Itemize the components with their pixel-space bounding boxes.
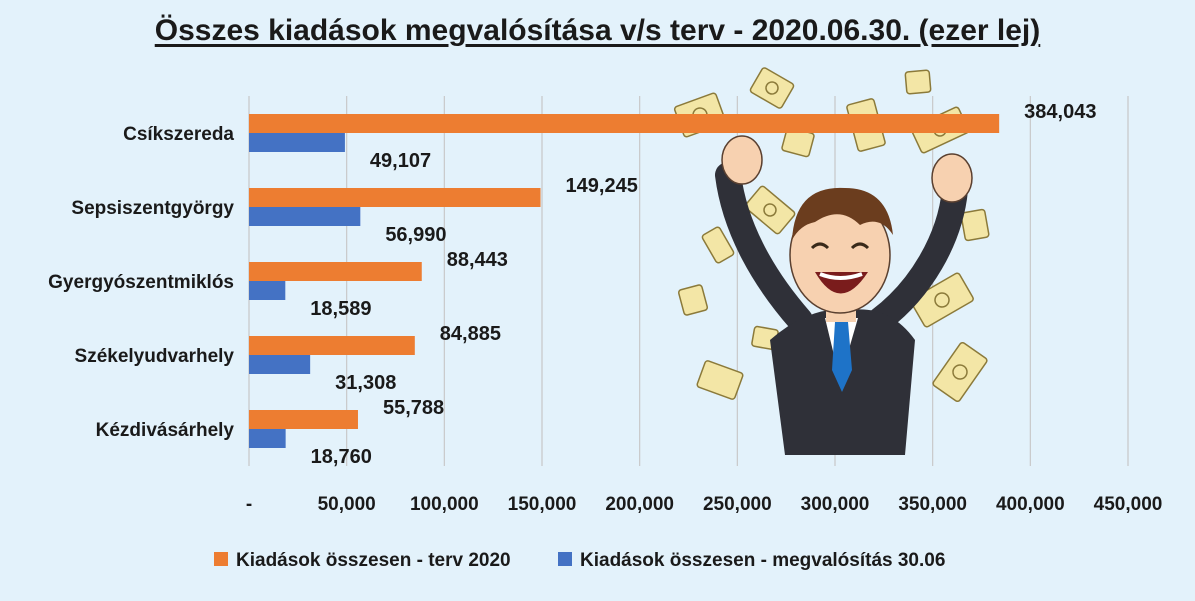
x-tick-label: 200,000	[605, 494, 674, 515]
data-label: 56,990	[385, 224, 446, 246]
data-label: 88,443	[447, 249, 508, 271]
money-bill-icon	[677, 284, 709, 316]
category-label: Csíkszereda	[123, 124, 234, 145]
money-bill-icon	[744, 185, 796, 235]
bar-actual	[249, 207, 361, 226]
data-label: 31,308	[335, 372, 396, 394]
x-tick-label: 250,000	[703, 494, 772, 515]
bar-actual	[249, 133, 345, 152]
category-label: Székelyudvarhely	[75, 346, 235, 367]
x-tick-label: 350,000	[898, 494, 967, 515]
money-bill-icon	[910, 272, 974, 328]
legend-swatch	[214, 552, 228, 566]
bar-actual	[249, 429, 286, 448]
money-bill-icon	[904, 69, 932, 95]
x-tick-label: 400,000	[996, 494, 1065, 515]
category-label: Kézdivásárhely	[96, 420, 235, 441]
money-bill-icon	[749, 67, 795, 109]
x-tick-label: 150,000	[508, 494, 577, 515]
money-bill-icon	[932, 341, 988, 403]
happy-businessman-with-money-icon	[673, 67, 990, 455]
x-tick-label: 100,000	[410, 494, 479, 515]
bar-actual	[249, 355, 311, 374]
x-tick-label: -	[246, 494, 252, 515]
chart-title: Összes kiadások megvalósítása v/s terv -…	[154, 14, 1041, 47]
bar-plan	[249, 262, 422, 281]
bars	[249, 114, 1000, 448]
bar-plan	[249, 114, 1000, 133]
money-bill-icon	[696, 360, 744, 400]
legend: Kiadások összesen - terv 2020 Kiadások ös…	[214, 550, 945, 571]
data-label: 18,760	[311, 446, 372, 468]
legend-swatch	[558, 552, 572, 566]
data-label: 149,245	[566, 175, 638, 197]
data-label: 18,589	[310, 298, 371, 320]
legend-label: Kiadások összesen - megvalósítás 30.06	[580, 550, 945, 571]
x-tick-label: 450,000	[1094, 494, 1163, 515]
x-tick-label: 50,000	[318, 494, 376, 515]
data-label: 49,107	[370, 150, 431, 172]
data-label: 84,885	[440, 323, 501, 345]
legend-label: Kiadások összesen - terv 2020	[236, 550, 511, 571]
bar-plan	[249, 336, 415, 355]
bar-plan	[249, 410, 358, 429]
data-label: 384,043	[1024, 101, 1096, 123]
category-label: Gyergyószentmiklós	[48, 272, 234, 293]
data-label: 55,788	[383, 397, 444, 419]
money-bill-icon	[960, 208, 990, 242]
bar-actual	[249, 281, 286, 300]
money-bill-icon	[701, 226, 735, 264]
category-label: Sepsiszentgyörgy	[71, 198, 234, 219]
x-tick-label: 300,000	[801, 494, 870, 515]
bar-plan	[249, 188, 541, 207]
labels: - 50,000 100,000 150,000 200,000 250,000 300,0…	[48, 101, 1162, 515]
